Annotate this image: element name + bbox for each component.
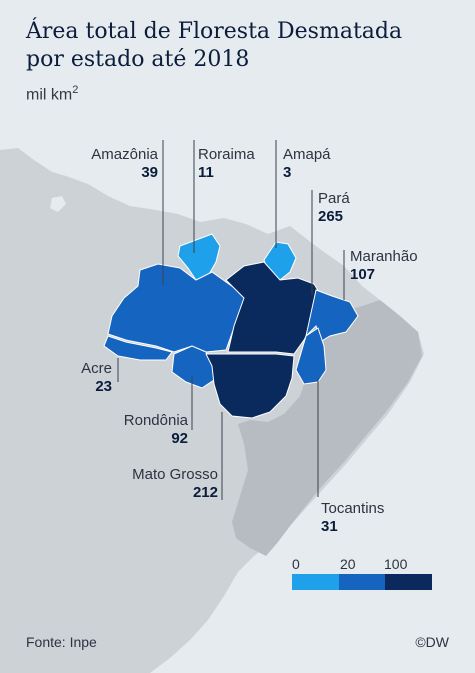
state-value: 107 [350, 266, 376, 283]
label-para: Pará 265 [318, 190, 350, 226]
state-name: Roraima [198, 146, 255, 163]
legend-swatch-mid [338, 574, 386, 590]
state-tocantins [295, 327, 327, 385]
state-value: 39 [141, 164, 158, 181]
label-amapa: Amapá 3 [283, 146, 331, 182]
title-line-1: Área total de Floresta Desmatada [26, 19, 403, 44]
state-name: Mato Grosso [132, 466, 218, 483]
page-title: Área total de Floresta Desmatada por est… [26, 18, 402, 74]
legend-swatch-high [385, 574, 433, 590]
state-value: 265 [318, 208, 344, 225]
brazil-landmass [232, 292, 422, 556]
legend-tick: 0 [292, 556, 300, 572]
leader-lines [117, 140, 345, 500]
lake [50, 196, 66, 212]
state-name: Acre [81, 360, 112, 377]
label-maranhao: Maranhão 107 [350, 248, 418, 284]
label-rondonia: Rondônia 92 [124, 412, 188, 448]
state-name: Amapá [283, 146, 331, 163]
state-acre [103, 335, 173, 361]
state-name: Maranhão [350, 248, 418, 265]
legend-swatch-low [292, 574, 339, 590]
state-value: 212 [192, 484, 218, 501]
state-name: Amazônia [91, 146, 158, 163]
label-tocantins: Tocantins 31 [321, 500, 384, 536]
label-mato-grosso: Mato Grosso 212 [132, 466, 218, 502]
state-value: 3 [283, 164, 292, 181]
state-name: Tocantins [321, 500, 385, 517]
label-acre: Acre 23 [81, 360, 112, 396]
state-value: 92 [171, 430, 188, 447]
state-roraima [177, 233, 221, 281]
color-legend: 0 20 100 [292, 556, 433, 590]
legend-ticks: 0 20 100 [292, 556, 432, 574]
legend-tick: 100 [384, 556, 408, 572]
state-mato-grosso [205, 353, 295, 419]
label-roraima: Roraima 11 [198, 146, 255, 182]
unit-text: mil km [26, 86, 73, 104]
unit-subtitle: mil km2 [26, 84, 78, 104]
state-value: 11 [198, 164, 214, 181]
title-line-2: por estado até 2018 [26, 47, 250, 72]
state-value: 31 [321, 518, 338, 535]
unit-exponent: 2 [72, 84, 79, 96]
state-maranhao [305, 289, 359, 343]
source-note: Fonte: Inpe [26, 634, 97, 650]
south-america-landmass [0, 148, 424, 673]
dw-logo: ©DW [415, 634, 449, 650]
state-name: Pará [318, 190, 350, 207]
state-name: Rondônia [123, 412, 188, 429]
legend-bar [292, 574, 433, 590]
legend-tick: 20 [340, 556, 356, 572]
state-value: 23 [95, 378, 112, 395]
label-amazonia: Amazônia 39 [91, 146, 158, 182]
